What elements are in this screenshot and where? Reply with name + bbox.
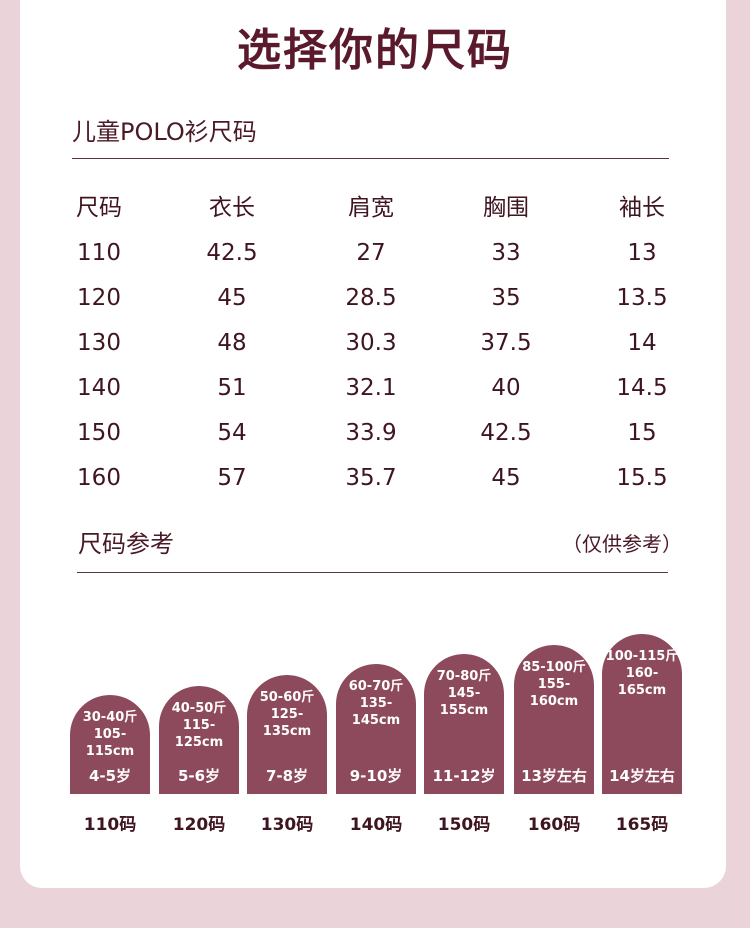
reference-divider xyxy=(77,572,668,573)
age-label: 11-12岁 xyxy=(432,767,496,785)
table-cell: 15.5 xyxy=(616,465,668,491)
table-cell: 110 xyxy=(77,240,121,266)
size-code-label: 150码 xyxy=(437,815,491,835)
header-chest: 胸围 xyxy=(483,195,529,221)
weight-range: 50-60斤 xyxy=(259,690,315,705)
age-label: 14岁左右 xyxy=(609,767,675,785)
table-cell: 130 xyxy=(77,330,121,356)
table-cell: 45 xyxy=(217,285,247,311)
size-table-title: 儿童POLO衫尺码 xyxy=(72,118,257,146)
table-header-row: 尺码 衣长 肩宽 胸围 袖长 xyxy=(72,190,712,235)
table-cell: 42.5 xyxy=(206,240,258,266)
size-code-label: 120码 xyxy=(172,815,226,835)
height-range: 105-115cm xyxy=(85,727,135,759)
reference-bar: 50-60斤 125-135cm 7-8岁 xyxy=(247,675,327,794)
age-label: 7-8岁 xyxy=(265,767,309,785)
size-code-label: 110码 xyxy=(83,815,137,835)
table-cell: 13 xyxy=(627,240,657,266)
header-sleeve: 袖长 xyxy=(619,195,665,221)
table-cell: 51 xyxy=(217,375,247,401)
table-cell: 14 xyxy=(627,330,657,356)
reference-bar: 85-100斤 155-160cm 13岁左右 xyxy=(514,645,594,794)
reference-bar: 70-80斤 145-155cm 11-12岁 xyxy=(424,654,504,794)
height-range: 135-145cm xyxy=(351,696,401,728)
table-cell: 42.5 xyxy=(480,420,532,446)
height-range: 125-135cm xyxy=(262,707,312,739)
table-cell: 30.3 xyxy=(345,330,397,356)
table-cell: 150 xyxy=(77,420,121,446)
table-cell: 120 xyxy=(77,285,121,311)
table-row: 110 42.5 27 33 13 xyxy=(72,235,712,280)
table-cell: 14.5 xyxy=(616,375,668,401)
reference-bar: 100-115斤 160-165cm 14岁左右 xyxy=(602,634,682,794)
height-range: 145-155cm xyxy=(439,686,489,718)
weight-range: 85-100斤 xyxy=(522,660,586,675)
size-code-label: 140码 xyxy=(349,815,403,835)
table-row: 120 45 28.5 35 13.5 xyxy=(72,280,712,325)
table-cell: 160 xyxy=(77,465,121,491)
size-table: 尺码 衣长 肩宽 胸围 袖长 110 42.5 27 33 13 120 45 … xyxy=(72,190,712,505)
weight-range: 40-50斤 xyxy=(171,701,227,716)
size-code-label: 130码 xyxy=(260,815,314,835)
table-cell: 35 xyxy=(491,285,521,311)
table-divider xyxy=(72,158,669,159)
weight-range: 30-40斤 xyxy=(82,710,138,725)
table-cell: 40 xyxy=(491,375,521,401)
size-code-label: 160码 xyxy=(527,815,581,835)
page-title: 选择你的尺码 xyxy=(237,25,513,76)
weight-range: 60-70斤 xyxy=(348,679,404,694)
table-cell: 48 xyxy=(217,330,247,356)
table-cell: 13.5 xyxy=(616,285,668,311)
table-cell: 27 xyxy=(356,240,386,266)
table-row: 150 54 33.9 42.5 15 xyxy=(72,415,712,460)
header-shoulder: 肩宽 xyxy=(348,195,394,221)
size-reference-title: 尺码参考 xyxy=(78,530,174,558)
header-length: 衣长 xyxy=(209,195,255,221)
table-cell: 140 xyxy=(77,375,121,401)
table-cell: 45 xyxy=(491,465,521,491)
table-cell: 35.7 xyxy=(345,465,397,491)
height-range: 155-160cm xyxy=(529,677,579,709)
table-cell: 15 xyxy=(627,420,657,446)
reference-bar: 30-40斤 105-115cm 4-5岁 xyxy=(70,695,150,794)
reference-bar: 60-70斤 135-145cm 9-10岁 xyxy=(336,664,416,794)
table-cell: 28.5 xyxy=(345,285,397,311)
table-row: 160 57 35.7 45 15.5 xyxy=(72,460,712,505)
size-code-label: 165码 xyxy=(615,815,669,835)
table-row: 130 48 30.3 37.5 14 xyxy=(72,325,712,370)
table-cell: 57 xyxy=(217,465,247,491)
table-cell: 54 xyxy=(217,420,247,446)
age-label: 13岁左右 xyxy=(521,767,587,785)
header-size: 尺码 xyxy=(76,195,122,221)
height-range: 160-165cm xyxy=(617,666,667,698)
age-label: 9-10岁 xyxy=(349,767,403,785)
table-cell: 32.1 xyxy=(345,375,397,401)
height-range: 115-125cm xyxy=(174,718,224,750)
table-cell: 33.9 xyxy=(345,420,397,446)
table-cell: 33 xyxy=(491,240,521,266)
weight-range: 70-80斤 xyxy=(436,669,492,684)
table-row: 140 51 32.1 40 14.5 xyxy=(72,370,712,415)
age-label: 5-6岁 xyxy=(177,767,221,785)
table-cell: 37.5 xyxy=(480,330,532,356)
reference-note: （仅供参考） xyxy=(562,532,682,556)
reference-bar: 40-50斤 115-125cm 5-6岁 xyxy=(159,686,239,794)
weight-range: 100-115斤 xyxy=(605,649,679,664)
age-label: 4-5岁 xyxy=(88,767,132,785)
